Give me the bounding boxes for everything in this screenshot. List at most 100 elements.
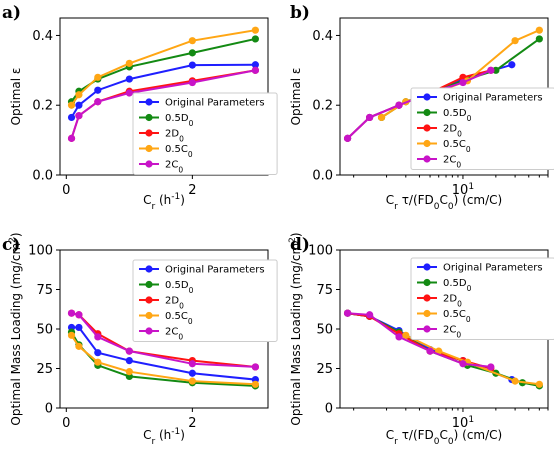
y-tick-label: 100 — [308, 244, 333, 259]
x-tick-label: 0 — [62, 183, 70, 198]
legend-marker — [145, 144, 153, 153]
data-point — [125, 75, 133, 83]
data-point — [343, 134, 352, 142]
legend-label: 2C0 — [443, 155, 461, 170]
y-tick-label: 0.2 — [312, 99, 333, 114]
panel-label: d) — [290, 235, 310, 255]
legend-label: 0.5D0 — [443, 278, 472, 293]
panel-3: c) 0 25 50 75 100 0 2Cr (h-1) Optimal Mass Loadi… — [2, 232, 278, 447]
data-point — [535, 26, 543, 34]
y-tick-label: 50 — [316, 323, 333, 338]
legend-marker — [145, 160, 153, 168]
data-point — [125, 59, 133, 67]
y-tick-label: 0.4 — [312, 29, 333, 44]
y-tick-label: 25 — [36, 362, 53, 377]
legend-label: 2D0 — [443, 124, 462, 139]
legend-label: 0.5D0 — [165, 280, 194, 295]
legend-label: 0.5D0 — [443, 108, 472, 123]
data-point — [188, 369, 196, 377]
legend-marker — [145, 296, 153, 304]
legend-label: Original Parameters — [165, 265, 265, 276]
legend-label: 0.5C0 — [165, 144, 193, 159]
data-point — [94, 98, 102, 106]
series-line — [347, 312, 492, 368]
data-point — [251, 26, 259, 34]
legend-label: 2C0 — [165, 160, 183, 175]
data-point — [343, 309, 352, 317]
x-tick-label: 2 — [188, 416, 196, 431]
legend-marker — [423, 108, 431, 117]
legend-marker — [145, 98, 153, 106]
x-tick-label: 2 — [188, 183, 196, 198]
legend-marker — [145, 265, 153, 273]
legend-label: Original Parameters — [443, 93, 543, 104]
data-point — [75, 342, 83, 350]
data-point — [487, 363, 495, 371]
y-tick-label: 0.0 — [312, 169, 333, 184]
legend-label: 2D0 — [165, 296, 184, 311]
legend-marker — [145, 327, 153, 335]
data-point — [492, 66, 500, 74]
y-tick-label: 50 — [36, 323, 53, 338]
data-point — [75, 323, 83, 332]
data-point — [251, 61, 259, 69]
data-point — [511, 37, 519, 45]
y-tick-label: 0.2 — [32, 99, 53, 114]
data-point — [125, 357, 133, 365]
data-point — [67, 134, 76, 142]
legend-marker — [423, 278, 431, 287]
data-point — [75, 311, 83, 319]
data-point — [94, 358, 102, 366]
data-point — [67, 309, 76, 317]
legend-marker — [423, 263, 431, 271]
legend-box — [410, 87, 554, 170]
panel-label: b) — [290, 3, 310, 23]
data-point — [67, 331, 76, 339]
legend-marker — [145, 280, 153, 289]
data-point — [67, 101, 76, 109]
data-point — [188, 49, 196, 57]
x-axis-label: Cr τ/(FD0C0) (cm/C) — [386, 428, 502, 447]
data-point — [75, 112, 83, 120]
legend-box — [410, 257, 554, 340]
legend-label: 2D0 — [165, 129, 184, 144]
data-point — [535, 35, 543, 43]
legend-label: 0.5C0 — [443, 139, 471, 154]
x-axis-label: Cr (h-1) — [143, 427, 185, 447]
legend-marker — [145, 129, 153, 137]
data-point — [188, 61, 196, 69]
data-point — [459, 78, 467, 87]
legend-marker — [423, 325, 431, 333]
data-point — [511, 377, 519, 385]
y-tick-label: 75 — [36, 283, 53, 298]
y-tick-label: 0 — [45, 402, 53, 417]
legend-label: 0.5D0 — [165, 113, 194, 128]
legend-marker — [423, 294, 431, 302]
legend-marker — [423, 155, 431, 163]
y-tick-label: 75 — [316, 283, 333, 298]
legend-label: 2D0 — [443, 294, 462, 309]
series-line — [70, 69, 256, 139]
data-point — [94, 86, 102, 94]
data-point — [251, 380, 259, 388]
data-point — [188, 360, 196, 368]
y-axis-label: Optimal ε — [9, 68, 23, 126]
y-tick-label: 0.0 — [32, 169, 53, 184]
legend-box — [132, 92, 278, 175]
legend-marker — [145, 113, 153, 122]
legend-label: 0.5C0 — [443, 309, 471, 324]
legend-marker — [145, 311, 153, 320]
x-tick-label: 101 — [452, 415, 474, 431]
y-axis-label: Optimal ε — [289, 68, 303, 126]
data-point — [188, 78, 196, 87]
legend-label: 0.5C0 — [165, 311, 193, 326]
data-point — [67, 113, 76, 122]
panel-label: c) — [2, 235, 20, 255]
data-point — [75, 101, 83, 109]
panel-1: a) 0.0 0.2 0.4 0 2Cr (h-1) Optimal ε Original P… — [2, 3, 278, 212]
